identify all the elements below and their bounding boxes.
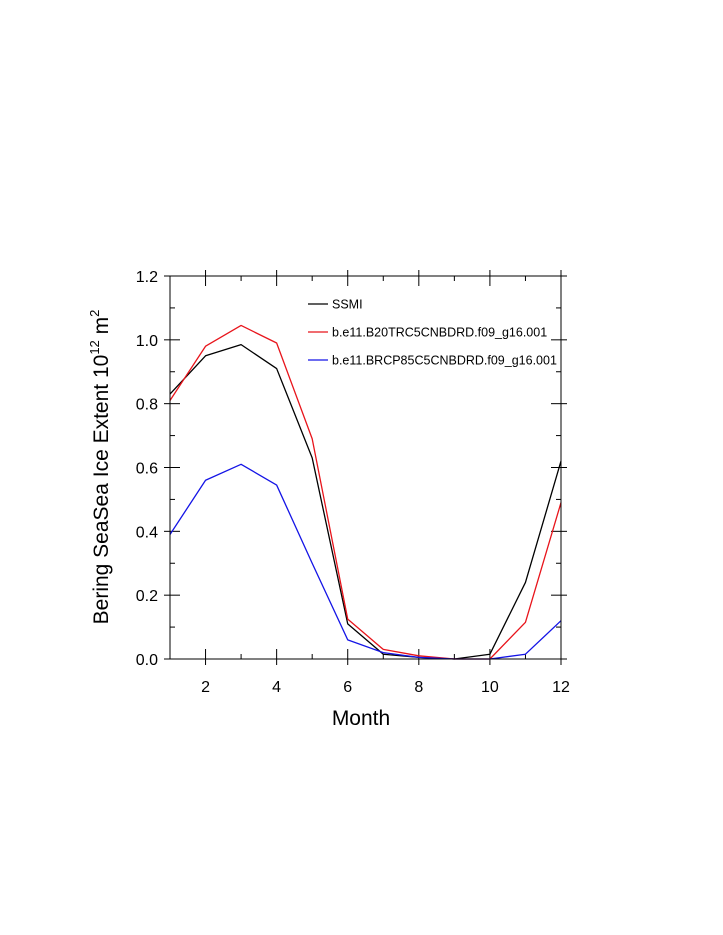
chart-series — [169, 324, 562, 660]
y-tick-label: 0.0 — [136, 652, 158, 669]
plot-frame — [169, 275, 562, 660]
y-tick-label: 0.4 — [136, 524, 158, 541]
y-axis-title-unit: m — [90, 317, 113, 340]
x-tick-label: 4 — [272, 679, 281, 696]
y-axis-title-exponent: 12 — [87, 340, 102, 354]
x-tick-label: 12 — [552, 679, 570, 696]
y-tick-label: 1.0 — [136, 333, 158, 350]
x-tick-label: 10 — [481, 679, 499, 696]
y-tick-label: 1.2 — [136, 269, 158, 286]
x-tick-label: 2 — [201, 679, 210, 696]
legend: SSMI b.e11.B20TRC5CNBDRD.f09_g16.001 b.e11… — [308, 298, 557, 368]
x-axis-title: Month — [332, 707, 390, 730]
series-line-1 — [169, 343, 562, 660]
x-tick-label: 6 — [343, 679, 352, 696]
series-line-3 — [169, 463, 562, 660]
legend-label-3: b.e11.BRCP85C5CNBDRD.f09_g16.001 — [332, 354, 557, 368]
y-tick-label: 0.8 — [136, 397, 158, 414]
x-tick-label: 8 — [414, 679, 423, 696]
tick-labels: 2 4 6 8 10 12 0.0 0.2 0.4 0.6 0.8 1.0 1.2 — [136, 269, 570, 696]
y-axis-title: Bering SeaSea Ice Extent 1012 m2 — [87, 310, 113, 625]
legend-label-1: SSMI — [332, 298, 363, 312]
legend-label-2: b.e11.B20TRC5CNBDRD.f09_g16.001 — [332, 326, 547, 340]
y-axis-title-main: Bering SeaSea Ice Extent 10 — [90, 355, 113, 625]
series-line-2 — [169, 324, 562, 660]
y-tick-label: 0.6 — [136, 461, 158, 478]
y-axis-title-unit-exponent: 2 — [87, 310, 102, 317]
y-tick-label: 0.2 — [136, 588, 158, 605]
